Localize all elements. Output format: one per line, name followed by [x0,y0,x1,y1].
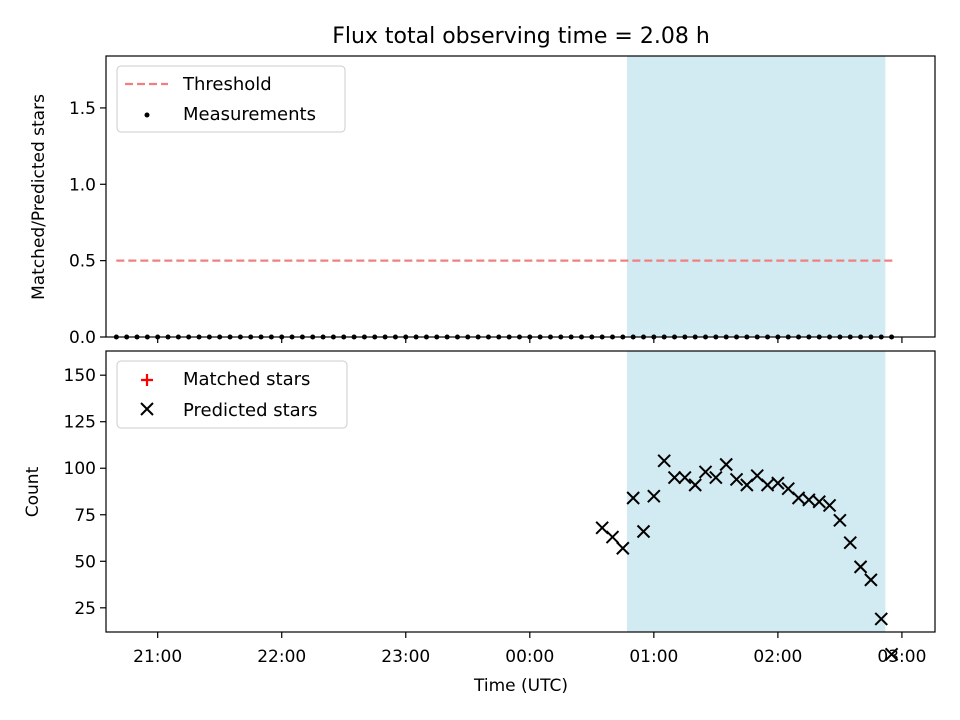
bottom-y-tick-label: 25 [74,599,96,619]
predicted-star-point [843,535,857,550]
x-tick-label: 23:00 [381,647,430,667]
top-y-axis: 0.0 0.5 1.0 1.5 [69,99,106,348]
bottom-y-axis-label: Count [23,466,43,517]
x-tick-label: 01:00 [629,647,678,667]
x-tick-label: 21:00 [133,647,182,667]
legend-predicted-swatch [140,402,154,416]
predicted-star-point [667,470,682,485]
predicted-star-point [791,491,806,505]
bottom-legend-box [116,360,348,429]
top-panel: Flux total observing time = 2.08 h Match… [29,24,936,348]
bottom-y-tick-label: 75 [74,506,96,526]
legend-threshold-label: Threshold [182,74,272,95]
legend-measurements-swatch [144,112,150,118]
predicted-star-point [853,560,868,574]
top-y-tick-label: 0.0 [69,328,96,348]
legend-matched-label: Matched stars [183,369,310,390]
top-x-ticks [157,337,903,343]
predicted-star-point [802,493,816,507]
predicted-star-point [698,465,713,479]
legend-predicted-label: Predicted stars [183,400,317,421]
bottom-legend: Matched stars Predicted stars [116,360,348,429]
bottom-observing-window [626,351,886,632]
predicted-star-point [833,513,847,528]
legend-measurements-label: Measurements [183,104,316,125]
predicted-star-point [678,470,692,485]
predicted-star-point [771,476,785,490]
predicted-star-point [605,530,620,544]
predicted-star-point [729,472,744,487]
bottom-x-axis: 21:00 22:00 23:00 00:00 01:00 02:00 03:00 [133,632,926,667]
predicted-star-point [616,541,630,555]
top-legend: Threshold Measurements [116,65,346,133]
x-tick-label: 02:00 [753,647,802,667]
predicted-star-point [822,498,837,513]
predicted-star-point [647,489,661,503]
bottom-plot-marks [595,454,899,662]
x-axis-label: Time (UTC) [473,676,568,696]
predicted-star-point [688,478,702,492]
top-y-tick-label: 1.0 [69,175,96,195]
bottom-y-tick-label: 50 [74,552,96,572]
predicted-star-point [884,647,899,662]
bottom-plot-frame [105,350,936,633]
predicted-star-point [874,612,888,626]
top-observing-window [626,56,886,337]
predicted-star-point [636,524,651,539]
bottom-y-tick-label: 150 [64,366,96,386]
bottom-y-tick-label: 125 [64,413,96,433]
top-y-axis-label: Matched/Predicted stars [29,94,49,300]
predicted-star-point [812,495,826,509]
predicted-star-point [657,454,671,468]
predicted-star-point [709,470,723,485]
chart-title: Flux total observing time = 2.08 h [332,24,710,49]
x-tick-label: 00:00 [505,647,554,667]
top-legend-box [116,65,346,133]
top-plot-frame [105,55,936,338]
legend-matched-swatch [141,374,153,386]
bottom-panel: Count Time (UTC) 25 50 75 100 125 150 21:00 22… [23,350,936,696]
x-tick-label: 03:00 [877,647,926,667]
predicted-star-point [719,457,733,472]
top-y-tick-label: 0.5 [69,252,96,272]
top-y-tick-label: 1.5 [69,99,96,119]
bottom-y-tick-label: 100 [64,459,96,479]
predicted-star-point [626,491,640,505]
predicted-star-point [760,478,775,492]
x-tick-label: 22:00 [257,647,306,667]
bottom-y-axis: 25 50 75 100 125 150 [64,366,106,619]
predicted-star-point [864,573,878,587]
